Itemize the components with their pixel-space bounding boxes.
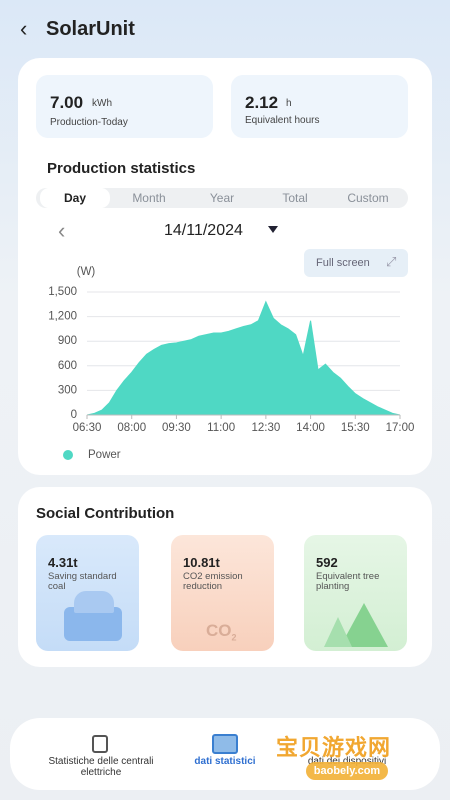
dropdown-icon[interactable]	[268, 226, 278, 233]
period-tabs: Day Month Year Total Custom	[36, 188, 408, 208]
contribution-label: Saving standard coal	[48, 571, 117, 592]
power-chart: (W) 0 300 600 900 1,200 1,500 06:30 08:00 09:30 11…	[48, 266, 415, 461]
x-tick-label: 12:30	[251, 422, 280, 434]
stat-unit: kWh	[92, 98, 112, 109]
stat-card: 2.12 h Equivalent hours	[231, 75, 408, 138]
y-tick-label: 900	[58, 335, 77, 347]
tree-icon	[324, 617, 352, 647]
x-tick-label: 09:30	[162, 422, 191, 434]
plant-icon[interactable]	[92, 735, 108, 753]
y-axis-label: (W)	[77, 266, 96, 278]
tab[interactable]: Year	[209, 191, 235, 205]
x-tick-label: 08:00	[117, 422, 146, 434]
y-tick-label: 300	[58, 384, 77, 396]
tab[interactable]: Total	[282, 191, 308, 205]
nav-item[interactable]: dati dei dispositivi	[282, 756, 412, 767]
contribution-card: 10.81t CO2 emission reduction CO2	[171, 535, 274, 651]
x-tick-label: 11:00	[207, 422, 235, 434]
watermark-title: 宝贝游戏网	[276, 735, 392, 760]
contribution-label: Equivalent tree planting	[316, 571, 380, 592]
co2-icon: CO2	[206, 621, 237, 643]
section-title: Social Contribution	[36, 505, 175, 522]
button-label: Full screen	[316, 257, 370, 269]
tab[interactable]: Custom	[347, 191, 389, 205]
contribution-card: 592 Equivalent tree planting	[304, 535, 407, 651]
date[interactable]: 14/11/2024	[164, 222, 243, 239]
contribution-value: 592	[316, 555, 338, 570]
stat-card: 7.00 kWh Production-Today	[36, 75, 213, 138]
contribution-value: 4.31t	[48, 555, 78, 570]
watermark-url: baobely.com	[306, 762, 388, 780]
x-tick-label: 17:00	[386, 422, 415, 434]
legend-marker	[63, 450, 73, 460]
x-tick-label: 06:30	[73, 422, 102, 434]
section-title: Production statistics	[47, 160, 196, 177]
y-tick-label: 1,500	[48, 286, 77, 298]
x-tick-label: 14:00	[296, 422, 325, 434]
contribution-label: CO2 emission reduction	[183, 571, 243, 592]
stats-icon[interactable]	[212, 734, 238, 754]
prev-date[interactable]: ‹	[58, 218, 66, 243]
power-area	[86, 300, 401, 416]
full-screen-button[interactable]: Full screen ⤢	[304, 249, 408, 277]
contribution-card: 4.31t Saving standard coal	[36, 535, 139, 651]
y-tick-label: 600	[58, 360, 77, 372]
x-tick-label: 15:30	[341, 422, 370, 434]
nav-item[interactable]: Statistiche delle centrali elettriche	[48, 756, 154, 778]
stat-unit: h	[286, 98, 292, 109]
tab[interactable]: Day	[40, 188, 110, 208]
nav-item[interactable]: dati statistici	[194, 756, 256, 767]
stat-label: Production-Today	[50, 117, 128, 128]
coal-icon	[74, 591, 114, 613]
y-tick-label: 1,200	[48, 311, 77, 323]
legend-label: Power	[88, 449, 121, 461]
page-title: SolarUnit	[46, 18, 135, 40]
tab[interactable]: Month	[132, 191, 166, 205]
back-button[interactable]: ‹	[20, 16, 28, 41]
stat-value: 7.00	[50, 93, 84, 112]
contribution-value: 10.81t	[183, 555, 220, 570]
expand-icon: ⤢	[386, 254, 397, 269]
stat-value: 2.12	[245, 93, 279, 112]
y-tick-label: 0	[71, 409, 77, 421]
stat-label: Equivalent hours	[245, 115, 320, 126]
